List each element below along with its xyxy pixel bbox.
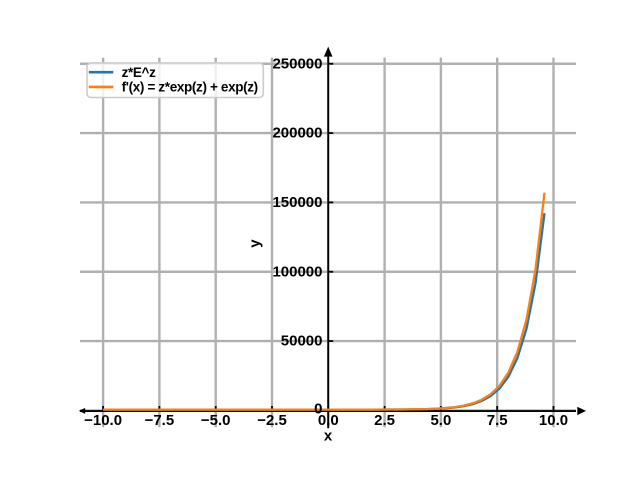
svg-text:150000: 150000 xyxy=(272,194,322,211)
svg-text:x: x xyxy=(324,427,333,444)
svg-text:100000: 100000 xyxy=(272,263,322,280)
svg-text:−7.5: −7.5 xyxy=(145,412,175,429)
svg-text:200000: 200000 xyxy=(272,125,322,142)
svg-text:250000: 250000 xyxy=(272,55,322,72)
svg-text:5.0: 5.0 xyxy=(430,412,451,429)
svg-text:0.0: 0.0 xyxy=(318,412,339,429)
svg-text:f'(x) = z*exp(z) + exp(z): f'(x) = z*exp(z) + exp(z) xyxy=(122,80,258,95)
svg-text:0: 0 xyxy=(314,401,322,418)
svg-text:y: y xyxy=(247,239,264,248)
svg-text:10.0: 10.0 xyxy=(539,412,568,429)
svg-text:−2.5: −2.5 xyxy=(257,412,287,429)
svg-text:7.5: 7.5 xyxy=(487,412,508,429)
svg-text:−5.0: −5.0 xyxy=(201,412,231,429)
svg-text:50000: 50000 xyxy=(281,333,323,350)
svg-text:−10.0: −10.0 xyxy=(84,412,122,429)
svg-text:z*E^z: z*E^z xyxy=(122,65,156,80)
svg-text:2.5: 2.5 xyxy=(374,412,395,429)
